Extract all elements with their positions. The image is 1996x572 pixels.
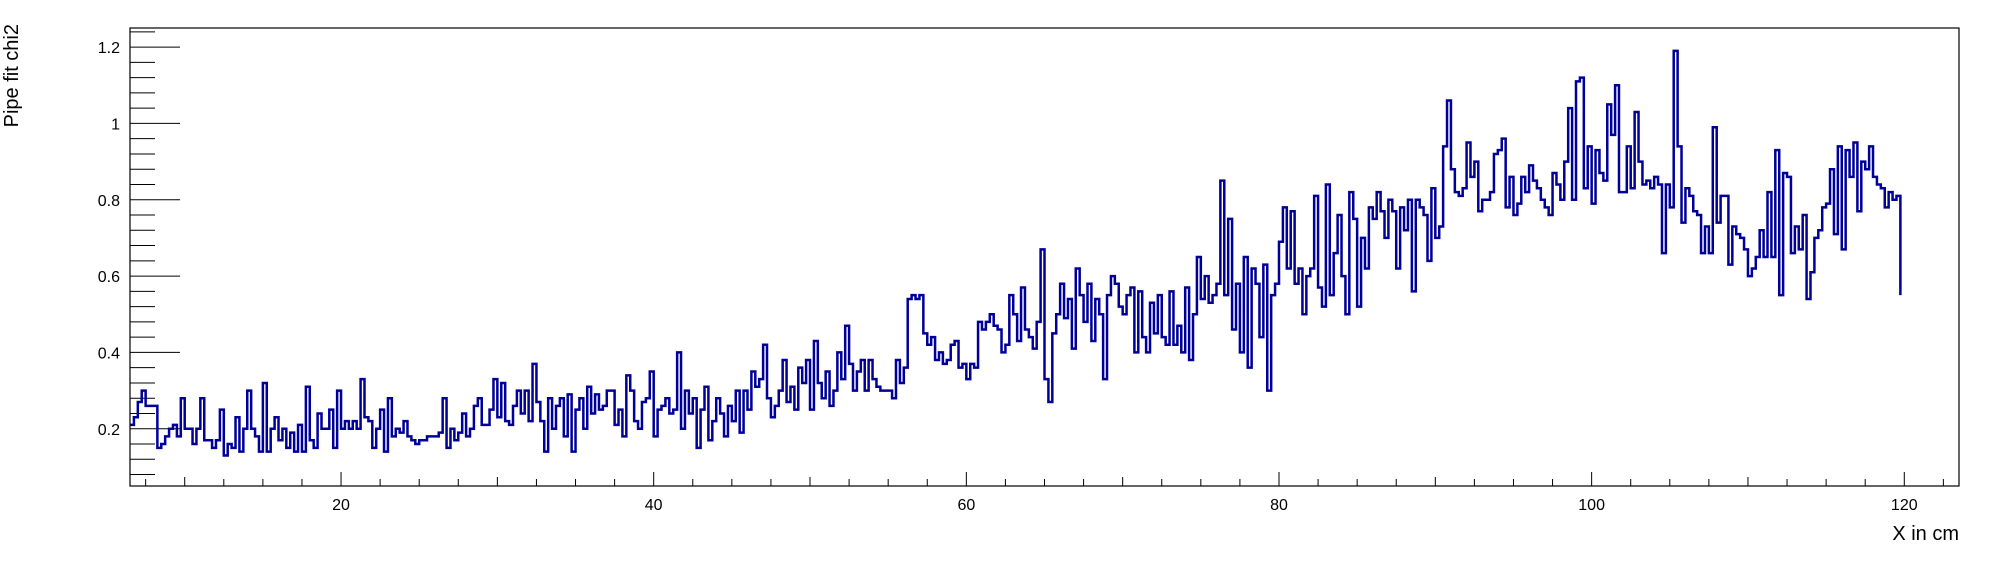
y-tick-label: 0.8 (98, 193, 120, 210)
x-tick-label: 120 (1891, 497, 1918, 514)
series-line (130, 49, 1902, 457)
x-tick-label: 80 (1270, 497, 1288, 514)
plot-frame (129, 27, 1960, 487)
y-axis-title: Pipe fit chi2 (1, 24, 23, 127)
x-tick-labels: 20 40 60 80 100 120 (332, 497, 1918, 514)
ticks-layer (130, 31, 1944, 486)
y-tick-label: 0.2 (98, 422, 120, 439)
y-tick-label: 1 (111, 116, 120, 133)
y-tick-label: 0.6 (98, 269, 120, 286)
x-tick-label: 40 (645, 497, 663, 514)
x-axis-title: X in cm (1892, 523, 1959, 545)
x-tick-label: 20 (332, 497, 350, 514)
y-tick-label: 1.2 (98, 40, 120, 57)
y-tick-label: 0.4 (98, 345, 120, 362)
x-tick-label: 100 (1578, 497, 1605, 514)
y-tick-labels: 0.2 0.4 0.6 0.8 1 1.2 (98, 40, 120, 439)
x-tick-label: 60 (957, 497, 975, 514)
